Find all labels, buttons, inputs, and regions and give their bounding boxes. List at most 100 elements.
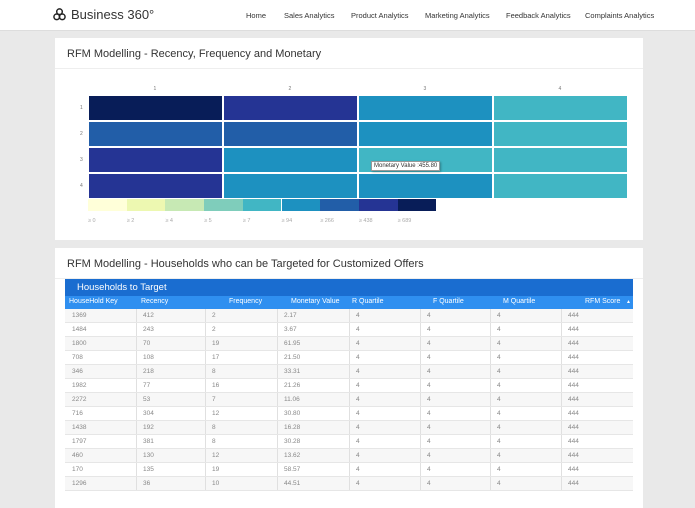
target-households-card: RFM Modelling - Households who can be Ta… bbox=[55, 248, 643, 508]
table-row[interactable]: 1484 243 2 3.67 4 4 4 444 bbox=[65, 323, 633, 337]
heatmap-cell[interactable] bbox=[223, 121, 358, 147]
heatmap-cell[interactable] bbox=[358, 173, 493, 199]
column-header[interactable]: RFM Score bbox=[585, 298, 621, 305]
table-row[interactable]: 708 108 17 21.50 4 4 4 444 bbox=[65, 351, 633, 365]
table-row[interactable]: 1296 36 10 44.51 4 4 4 444 bbox=[65, 477, 633, 491]
table-cell: 243 bbox=[143, 326, 154, 333]
column-header[interactable]: Frequency bbox=[229, 298, 263, 305]
table-cell: 8 bbox=[212, 424, 216, 431]
table-cell: 4 bbox=[356, 368, 360, 375]
column-header[interactable]: HouseHold Key bbox=[69, 298, 118, 305]
heatmap-cell[interactable] bbox=[88, 173, 223, 199]
table-cell: 36 bbox=[143, 480, 151, 487]
table-cell: 4 bbox=[497, 326, 501, 333]
table-cell: 444 bbox=[568, 410, 579, 417]
table-cell: 444 bbox=[568, 438, 579, 445]
nav-sales-analytics[interactable]: Sales Analytics bbox=[284, 11, 335, 20]
sort-arrow-icon[interactable]: ▲ bbox=[626, 299, 631, 305]
navbar: Business 360° Home Sales Analytics Produ… bbox=[0, 0, 695, 31]
heatmap-cell[interactable] bbox=[223, 95, 358, 121]
y-tick-label: 3 bbox=[80, 157, 83, 163]
heatmap-tooltip: Monetary Value :455.80 bbox=[371, 161, 441, 171]
column-header[interactable]: R Quartile bbox=[352, 298, 384, 305]
table-cell: 1438 bbox=[72, 424, 87, 431]
column-header[interactable]: Monetary Value bbox=[291, 298, 340, 305]
table-cell: 10 bbox=[212, 480, 220, 487]
table-cell: 4 bbox=[497, 438, 501, 445]
table-header: HouseHold Key Recency Frequency Monetary Va… bbox=[65, 296, 633, 309]
table-cell: 33.31 bbox=[284, 368, 301, 375]
nav-marketing-analytics[interactable]: Marketing Analytics bbox=[425, 11, 490, 20]
table-cell: 4 bbox=[427, 312, 431, 319]
heatmap-cell[interactable] bbox=[88, 95, 223, 121]
heatmap-cell[interactable] bbox=[358, 121, 493, 147]
heatmap-cell[interactable] bbox=[493, 173, 628, 199]
x-tick-label: 4 bbox=[558, 86, 562, 92]
table-cell: 4 bbox=[427, 438, 431, 445]
nav-home[interactable]: Home bbox=[246, 11, 267, 20]
table-cell: 4 bbox=[356, 312, 360, 319]
table-cell: 4 bbox=[356, 424, 360, 431]
table-row[interactable]: 170 135 19 58.57 4 4 4 444 bbox=[65, 463, 633, 477]
table-cell: 1800 bbox=[72, 340, 87, 347]
heatmap-cell[interactable] bbox=[223, 173, 358, 199]
rfm-heatmap-card: RFM Modelling - Recency, Frequency and M… bbox=[55, 38, 643, 240]
legend-label: ≥ 266 bbox=[320, 218, 334, 224]
legend-label: ≥ 4 bbox=[165, 218, 173, 224]
x-tick-label: 3 bbox=[423, 86, 427, 92]
nav-feedback-analytics[interactable]: Feedback Analytics bbox=[506, 11, 571, 20]
legend-label: ≥ 438 bbox=[358, 218, 373, 224]
table-cell: 444 bbox=[568, 326, 579, 333]
table-cell: 4 bbox=[427, 326, 431, 333]
legend-swatch bbox=[165, 199, 205, 211]
table-row[interactable]: 1369 412 2 2.17 4 4 4 444 bbox=[65, 309, 633, 323]
heatmap-cell[interactable] bbox=[223, 147, 358, 173]
households-table: Households to Target HouseHold Key Recenc… bbox=[65, 279, 633, 491]
table-cell: 2 bbox=[212, 326, 216, 333]
table-cell: 21.50 bbox=[284, 354, 301, 361]
column-header[interactable]: F Quartile bbox=[433, 298, 464, 305]
column-header[interactable]: M Quartile bbox=[503, 298, 536, 305]
table-cell: 444 bbox=[568, 368, 579, 375]
table-cell: 12 bbox=[212, 410, 220, 417]
table-cell: 4 bbox=[427, 368, 431, 375]
table-row[interactable]: 460 130 12 13.62 4 4 4 444 bbox=[65, 449, 633, 463]
table-cell: 4 bbox=[497, 452, 501, 459]
table-row[interactable]: 716 304 12 30.80 4 4 4 444 bbox=[65, 407, 633, 421]
table-cell: 70 bbox=[143, 340, 151, 347]
table-cell: 4 bbox=[497, 424, 501, 431]
table-cell: 4 bbox=[497, 466, 501, 473]
nav-complaints-analytics[interactable]: Complaints Analytics bbox=[585, 11, 655, 20]
brand-logo[interactable]: Business 360° bbox=[53, 7, 154, 22]
table-row[interactable]: 1438 192 8 16.28 4 4 4 444 bbox=[65, 421, 633, 435]
x-tick-label: 1 bbox=[153, 86, 157, 92]
heatmap-cell[interactable] bbox=[493, 147, 628, 173]
table-cell: 4 bbox=[356, 396, 360, 403]
table-row[interactable]: 1982 77 16 21.26 4 4 4 444 bbox=[65, 379, 633, 393]
heatmap-cell[interactable] bbox=[493, 95, 628, 121]
table-cell: 4 bbox=[356, 452, 360, 459]
table-row[interactable]: 1797 381 8 30.28 4 4 4 444 bbox=[65, 435, 633, 449]
table-row[interactable]: 1800 70 19 61.95 4 4 4 444 bbox=[65, 337, 633, 351]
table-row[interactable]: 2272 53 7 11.06 4 4 4 444 bbox=[65, 393, 633, 407]
table-cell: 13.62 bbox=[284, 452, 301, 459]
table-cell: 4 bbox=[427, 382, 431, 389]
table-cell: 135 bbox=[143, 466, 154, 473]
heatmap-cell[interactable] bbox=[493, 121, 628, 147]
nav-product-analytics[interactable]: Product Analytics bbox=[351, 11, 409, 20]
table-cell: 53 bbox=[143, 396, 151, 403]
heatmap-cell[interactable] bbox=[88, 121, 223, 147]
legend-swatch bbox=[397, 199, 437, 211]
table-cell: 4 bbox=[427, 354, 431, 361]
column-header[interactable]: Recency bbox=[141, 298, 169, 305]
table-cell: 17 bbox=[212, 354, 220, 361]
heatmap-cell[interactable] bbox=[358, 95, 493, 121]
table-cell: 1797 bbox=[72, 438, 87, 445]
table-cell: 2 bbox=[212, 312, 216, 319]
table-row[interactable]: 346 218 8 33.31 4 4 4 444 bbox=[65, 365, 633, 379]
table-cell: 4 bbox=[356, 480, 360, 487]
heatmap-cell[interactable] bbox=[88, 147, 223, 173]
table-cell: 11.06 bbox=[284, 396, 300, 403]
table-cell: 4 bbox=[497, 480, 501, 487]
card-title: RFM Modelling - Households who can be Ta… bbox=[67, 258, 424, 270]
